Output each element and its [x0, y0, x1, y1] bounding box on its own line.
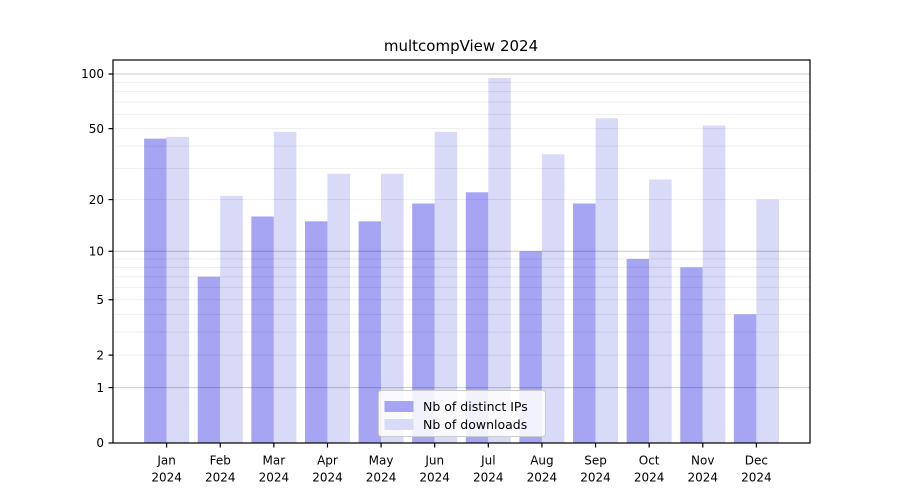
bar-distinct-ips-dec — [733, 314, 757, 443]
bar-distinct-ips-jan — [144, 138, 167, 443]
axes-layer — [108, 59, 811, 448]
bar-downloads-nov — [702, 125, 726, 443]
y-tick-label: 0 — [96, 436, 104, 450]
y-tick-label: 5 — [96, 293, 104, 307]
bar-downloads-oct — [649, 179, 672, 443]
bar-downloads-may — [381, 173, 404, 443]
bar-distinct-ips-apr — [304, 221, 328, 443]
bar-distinct-ips-feb — [197, 276, 221, 443]
bar-distinct-ips-mar — [251, 216, 274, 443]
legend-label-downloads: Nb of downloads — [423, 417, 527, 432]
legend-swatch-downloads — [384, 419, 414, 430]
y-tick-label: 20 — [89, 193, 104, 207]
x-tick-label: May 2024 — [366, 454, 397, 485]
x-tick-label: Jul 2024 — [473, 454, 504, 485]
y-tick-label: 1 — [96, 381, 104, 395]
x-tick-label: Mar 2024 — [259, 454, 290, 485]
bar-downloads-jun — [434, 131, 458, 443]
bar-distinct-ips-nov — [680, 267, 703, 443]
x-tick-label: Dec 2024 — [741, 454, 772, 485]
y-tick-label: 100 — [81, 67, 104, 81]
legend-box — [378, 390, 546, 437]
x-tick-label: Apr 2024 — [312, 454, 343, 485]
x-tick-label: Aug 2024 — [527, 454, 558, 485]
y-tick-label: 2 — [96, 348, 104, 362]
y-tick-label: 50 — [89, 122, 104, 136]
bar-distinct-ips-may — [358, 221, 382, 443]
bar-downloads-jan — [166, 136, 190, 443]
bar-downloads-aug — [541, 154, 565, 443]
bar-distinct-ips-jun — [412, 203, 435, 443]
bars-layer — [144, 78, 779, 444]
x-tick-label: Oct 2024 — [634, 454, 665, 485]
chart-title: multcompView 2024 — [384, 37, 538, 55]
legend: Nb of distinct IPs Nb of downloads — [378, 390, 546, 437]
bar-downloads-jul — [488, 78, 511, 443]
bar-downloads-sep — [595, 118, 619, 444]
x-tick-label: Jun 2024 — [419, 454, 450, 485]
x-tick-label: Feb 2024 — [205, 454, 236, 485]
bar-distinct-ips-sep — [573, 203, 596, 443]
bar-downloads-apr — [327, 173, 350, 443]
x-tick-label: Jan 2024 — [151, 454, 182, 485]
bar-downloads-dec — [756, 199, 779, 443]
x-tick-label: Sep 2024 — [580, 454, 611, 485]
grid-layer — [113, 73, 810, 389]
bar-downloads-mar — [273, 131, 297, 443]
y-tick-label: 10 — [89, 244, 104, 258]
legend-swatch-distinct-ips — [384, 401, 414, 412]
x-tick-label: Nov 2024 — [687, 454, 718, 485]
bar-distinct-ips-jul — [465, 192, 489, 443]
legend-label-distinct-ips: Nb of distinct IPs — [423, 399, 528, 414]
bar-distinct-ips-oct — [626, 258, 650, 443]
bar-downloads-feb — [220, 195, 243, 443]
